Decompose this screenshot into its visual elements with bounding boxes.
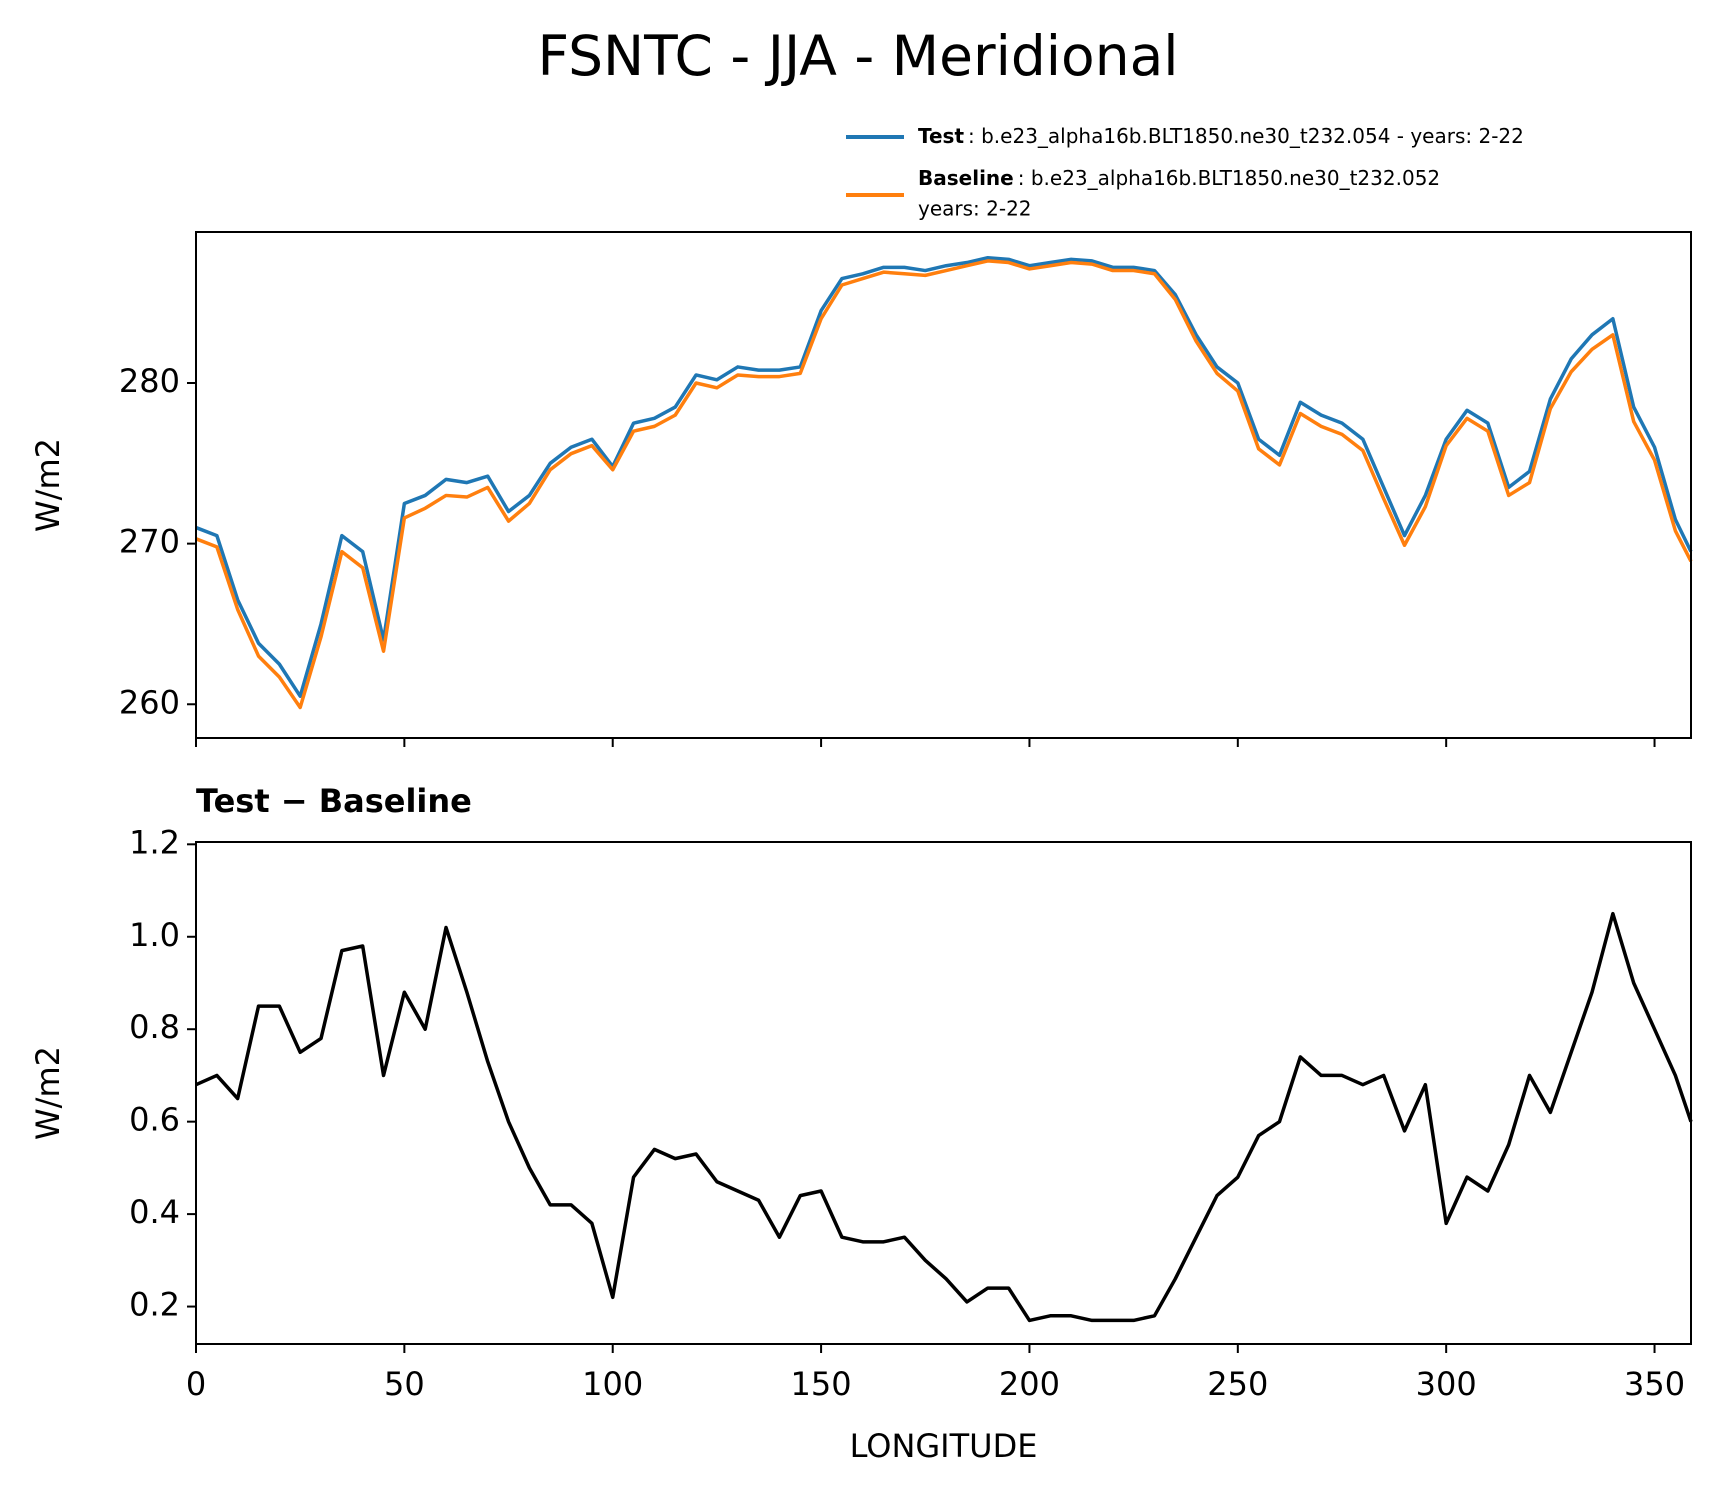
axes-frame <box>195 841 1692 1345</box>
y-axis-label: W/m2 <box>29 1046 67 1140</box>
series-line <box>195 259 1693 710</box>
subplot: 0 50 100 150 200 250 300 350 0.2 0.4 0.6 0.8 1.0 1.2 W… <box>29 782 1693 1465</box>
y-tick-label: 0.4 <box>129 1193 180 1231</box>
x-tick-label: 200 <box>999 1365 1060 1403</box>
legend: Test: b.e23_alpha16b.BLT1850.ne30_t232.0… <box>846 124 1524 221</box>
y-tick-label: 1.0 <box>129 916 180 954</box>
x-axis-label: LONGITUDE <box>850 1427 1038 1465</box>
y-tick-label: 0.6 <box>129 1101 180 1139</box>
y-axis-label: W/m2 <box>29 438 67 532</box>
y-tick-label: 270 <box>119 523 180 561</box>
y-tick-label: 280 <box>119 362 180 400</box>
series-line <box>195 911 1693 1323</box>
y-tick-label: 0.8 <box>129 1008 180 1046</box>
x-tick-label: 350 <box>1624 1365 1685 1403</box>
x-tick-label: 150 <box>791 1365 852 1403</box>
subplot-title: Test − Baseline <box>196 782 472 820</box>
x-tick-label: 50 <box>384 1365 425 1403</box>
y-tick-label: 0.2 <box>129 1286 180 1324</box>
axes-frame <box>195 231 1692 739</box>
legend-description: : b.e23_alpha16b.BLT1850.ne30_t232.052 <box>1018 166 1440 190</box>
legend-description: : b.e23_alpha16b.BLT1850.ne30_t232.054 -… <box>968 124 1524 148</box>
series-line <box>195 255 1693 698</box>
legend-name: Test <box>918 124 964 148</box>
x-tick-label: 0 <box>186 1365 206 1403</box>
x-tick-label: 100 <box>582 1365 643 1403</box>
x-tick-label: 250 <box>1207 1365 1268 1403</box>
y-tick-label: 260 <box>119 683 180 721</box>
legend-entry: Test: b.e23_alpha16b.BLT1850.ne30_t232.0… <box>918 124 1524 148</box>
y-tick-label: 1.2 <box>129 823 180 861</box>
legend-description: years: 2-22 <box>918 197 1032 221</box>
legend-name: Baseline <box>918 166 1014 190</box>
legend-entry: Baseline: b.e23_alpha16b.BLT1850.ne30_t2… <box>918 166 1440 190</box>
x-tick-label: 300 <box>1416 1365 1477 1403</box>
figure-title: FSNTC - JJA - Meridional <box>537 24 1178 88</box>
